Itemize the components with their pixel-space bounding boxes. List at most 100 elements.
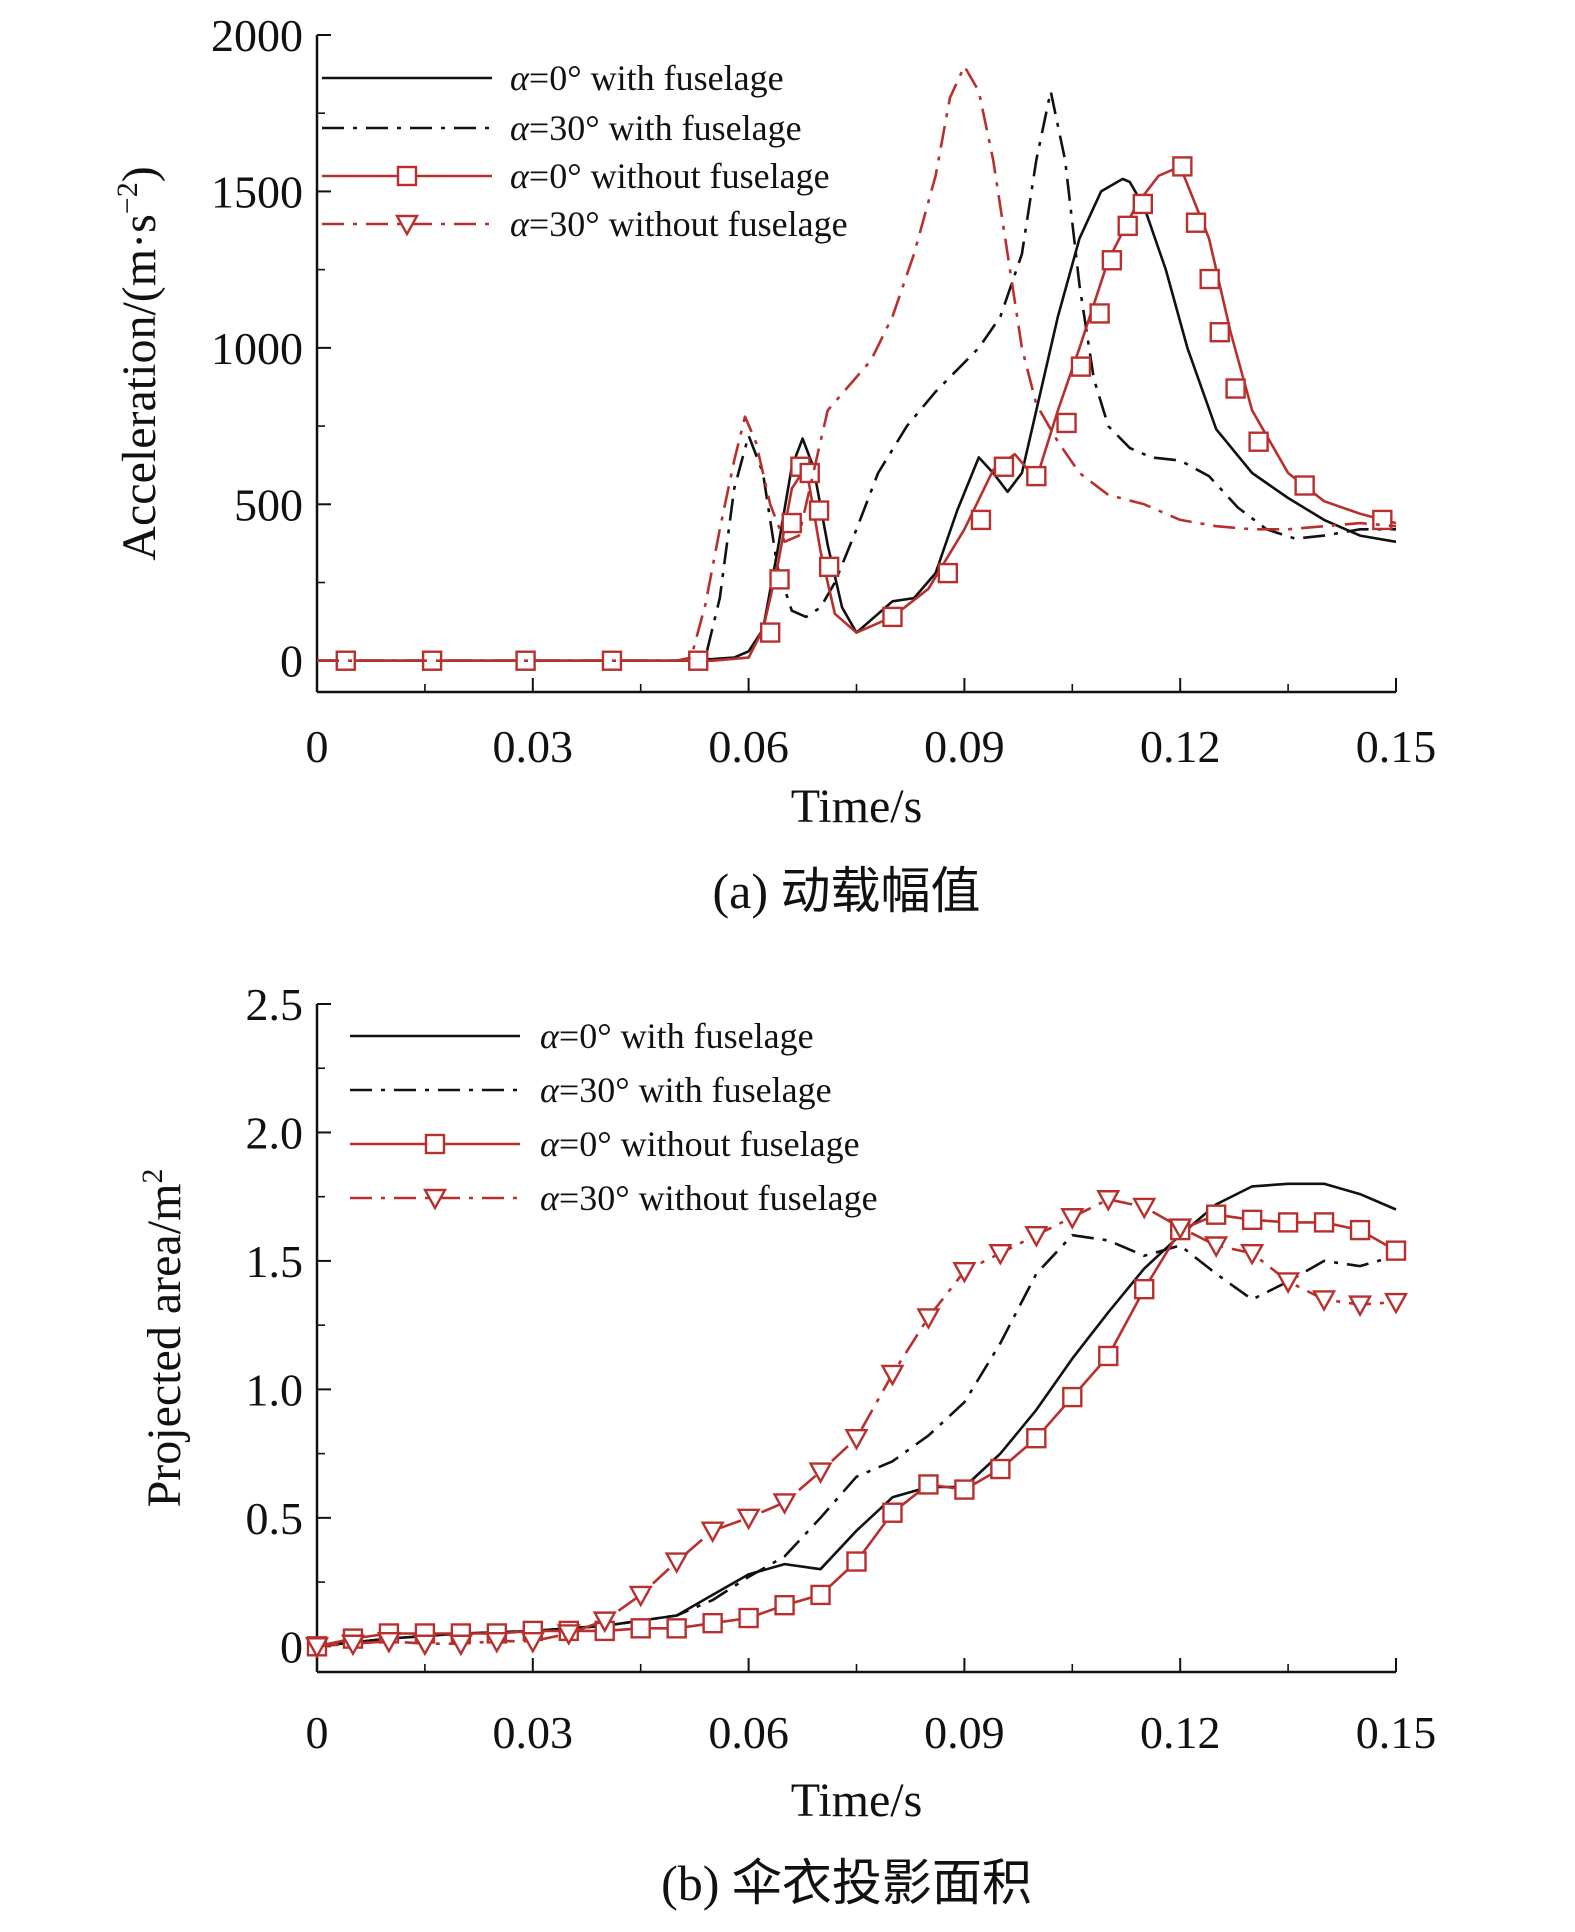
- triangle-marker: [844, 1428, 869, 1451]
- y-axis-label-main: Acceleration/(m·s: [113, 214, 166, 561]
- square-marker: [666, 1618, 687, 1639]
- y-tick-label: 2000: [211, 10, 303, 61]
- triangle-marker: [808, 1462, 833, 1485]
- y-tick-label: 1500: [211, 166, 303, 217]
- y-tick-label: 2.0: [246, 1107, 304, 1158]
- y-tick-label: 1.0: [246, 1364, 304, 1415]
- x-tick-label: 0.03: [493, 721, 574, 772]
- square-marker: [1313, 1212, 1335, 1233]
- square-marker: [1185, 212, 1207, 233]
- legend-label: α=0° with fuselage: [510, 58, 784, 98]
- legend-label: α=0° without fuselage: [540, 1124, 860, 1164]
- square-marker: [954, 1479, 975, 1500]
- y-axis-label: Projected area/m2: [136, 1169, 191, 1508]
- series-4: [317, 65, 1397, 663]
- square-marker: [1134, 1278, 1155, 1300]
- square-marker: [808, 500, 830, 521]
- square-marker: [1098, 1345, 1119, 1367]
- series-line: [317, 65, 1397, 663]
- square-marker: [993, 456, 1015, 477]
- triangle-marker: [1024, 1226, 1049, 1248]
- x-tick-label: 0.03: [493, 1707, 574, 1758]
- legend-square-marker: [396, 165, 418, 187]
- series-3: [317, 156, 1397, 671]
- x-tick-label: 0.09: [924, 1707, 1005, 1758]
- legend-label-alpha: α: [510, 58, 530, 98]
- square-marker: [882, 606, 903, 628]
- square-marker: [1026, 465, 1047, 487]
- y-tick-label: 0.5: [246, 1493, 304, 1544]
- legend-label-alpha: α: [540, 1070, 560, 1110]
- triangle-marker: [628, 1585, 653, 1608]
- triangle-marker: [1240, 1244, 1265, 1266]
- legend-entry-2: α=30° with fuselage: [322, 108, 802, 148]
- legend-square-marker: [424, 1133, 446, 1155]
- square-marker: [990, 1458, 1011, 1480]
- square-marker: [1199, 268, 1220, 290]
- legend-entry-1: α=0° with fuselage: [322, 58, 784, 98]
- triangle-marker: [916, 1308, 941, 1330]
- square-marker: [630, 1618, 651, 1639]
- legend-label: α=30° without fuselage: [540, 1178, 878, 1218]
- legend-triangle-marker: [422, 1188, 448, 1211]
- legend-label: α=0° without fuselage: [510, 156, 830, 196]
- legend-triangle-marker: [394, 214, 420, 237]
- series-1: [317, 177, 1397, 663]
- square-marker: [1026, 1427, 1047, 1449]
- square-marker: [769, 569, 790, 590]
- legend-entry-4: α=30° without fuselage: [350, 1178, 878, 1218]
- triangle-marker: [340, 1634, 366, 1657]
- triangle-marker: [736, 1508, 761, 1531]
- triangle-marker: [952, 1261, 977, 1284]
- triangle-marker: [304, 1637, 330, 1659]
- legend-label-text: =0° without fuselage: [529, 156, 830, 196]
- legend-label-alpha: α: [510, 108, 530, 148]
- square-marker: [1372, 509, 1393, 531]
- x-tick-label: 0.06: [708, 1707, 789, 1758]
- legend-entry-4: α=30° without fuselage: [322, 204, 848, 244]
- square-marker: [781, 512, 802, 534]
- triangle-marker: [1204, 1236, 1229, 1258]
- y-tick-label: 0: [280, 1621, 303, 1672]
- x-tick-label: 0.15: [1356, 721, 1437, 772]
- square-marker: [774, 1594, 795, 1616]
- y-tick-label: 1.5: [246, 1236, 304, 1287]
- legend-label-text: =0° with fuselage: [559, 1016, 814, 1056]
- legend-label-text: =0° with fuselage: [529, 58, 784, 98]
- y-axis-label-superscript: −2: [111, 182, 144, 214]
- triangle-marker: [484, 1631, 509, 1654]
- legend-entry-1: α=0° with fuselage: [350, 1016, 814, 1056]
- series-2: [316, 1233, 1397, 1648]
- series-line: [316, 1233, 1397, 1648]
- legend-label-text: =30° without fuselage: [559, 1178, 878, 1218]
- x-tick-label: 0.15: [1356, 1707, 1437, 1758]
- triangle-marker: [1060, 1208, 1085, 1230]
- y-tick-label: 500: [234, 479, 303, 530]
- series-4: [304, 1190, 1409, 1659]
- triangle-marker: [1347, 1295, 1373, 1318]
- square-marker: [882, 1502, 903, 1523]
- legend-label: α=30° with fuselage: [540, 1070, 832, 1110]
- triangle-marker: [664, 1552, 689, 1574]
- triangle-marker: [592, 1611, 617, 1634]
- chart-b-projected-area: 0 0.03 0.06 0.09 0.12 0.15 0 0.5 1.0 1.5 2.0 2.5 Tim…: [136, 979, 1436, 1911]
- square-marker: [846, 1551, 867, 1572]
- triangle-marker: [1383, 1292, 1409, 1315]
- figure-caption: (a) 动载幅值: [713, 863, 981, 919]
- square-marker: [1225, 378, 1246, 399]
- legend-label-text: =0° without fuselage: [559, 1124, 860, 1164]
- legend-label-text: =30° with fuselage: [559, 1070, 832, 1110]
- legend-entry-2: α=30° with fuselage: [350, 1070, 832, 1110]
- x-tick-label: 0.12: [1140, 1707, 1221, 1758]
- square-marker: [1205, 1204, 1227, 1225]
- triangle-marker: [1096, 1190, 1121, 1212]
- chart-a-acceleration: 0 0.03 0.06 0.09 0.12 0.15 0 500 1000 1500 2000 Tim…: [111, 10, 1436, 919]
- square-marker: [937, 562, 959, 584]
- square-marker: [738, 1607, 759, 1629]
- x-tick-label: 0: [306, 1707, 329, 1758]
- x-axis-label: Time/s: [791, 780, 923, 833]
- x-tick-label: 0.09: [924, 721, 1005, 772]
- figure-caption: (b) 伞衣投影面积: [661, 1855, 1032, 1911]
